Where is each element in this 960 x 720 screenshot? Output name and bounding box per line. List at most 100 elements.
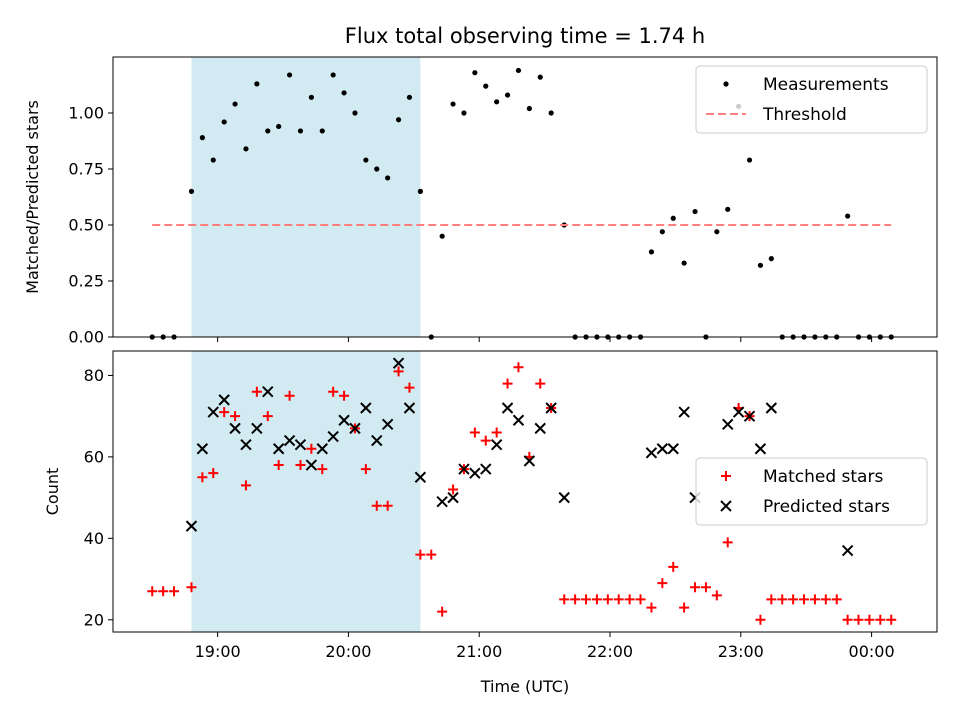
legend: Measurements Threshold	[695, 65, 928, 134]
measurement-point	[297, 128, 304, 134]
measurement-point	[319, 128, 325, 134]
matched-star-point	[559, 594, 570, 605]
predicted-star-point	[458, 463, 470, 475]
top-y-axis-label: Matched/Predicted stars	[23, 100, 42, 294]
measurement-point	[385, 175, 391, 181]
measurement-point	[757, 262, 764, 268]
x-tick-label: 22:00	[587, 642, 633, 661]
predicted-star-point	[558, 491, 570, 504]
legend-label: Predicted stars	[763, 497, 890, 517]
predicted-star-point	[207, 406, 219, 418]
matched-star-point	[371, 500, 382, 511]
predicted-star-point	[534, 422, 546, 435]
measurement-point	[845, 213, 851, 219]
x-tick-label: 23:00	[718, 642, 764, 661]
data-marks	[147, 67, 897, 625]
matched-star-point	[700, 582, 711, 593]
matched-star-point	[382, 500, 393, 511]
measurement-point	[494, 99, 500, 105]
matched-star-point	[820, 594, 831, 605]
measurement-point	[199, 135, 205, 141]
matched-star-point	[262, 411, 273, 422]
measurement-point	[648, 249, 655, 255]
observing-window-shade	[191, 57, 421, 337]
measurement-point	[659, 229, 665, 235]
predicted-star-point	[523, 455, 536, 467]
measurement-point	[670, 215, 676, 221]
legend: Matched stars Predicted stars	[695, 457, 928, 526]
measurement-point	[232, 101, 238, 107]
legends: Measurements Threshold Matched stars Predic…	[695, 65, 928, 526]
x-tick-label: 20:00	[325, 642, 371, 661]
legend-marker-matched	[721, 471, 731, 481]
predicted-star-point	[545, 402, 557, 414]
predicted-star-point	[283, 434, 296, 447]
measurement-point	[341, 90, 347, 96]
matched-star-point	[306, 443, 317, 454]
predicted-star-point	[349, 422, 361, 435]
y-tick-label: 60	[84, 447, 104, 466]
predicted-star-point	[196, 443, 209, 455]
matched-star-point	[393, 366, 404, 377]
predicted-star-point	[732, 406, 745, 418]
predicted-star-point	[251, 422, 263, 435]
predicted-star-point	[656, 443, 669, 455]
predicted-star-point	[469, 467, 481, 479]
chart-title: Flux total observing time = 1.74 h	[345, 24, 705, 48]
matched-star-point	[230, 411, 241, 422]
predicted-star-point	[414, 471, 427, 483]
matched-star-point	[339, 390, 350, 401]
matched-star-point	[437, 606, 448, 617]
x-axis-label: Time (UTC)	[480, 677, 569, 696]
measurement-point	[254, 81, 260, 87]
measurement-point	[526, 105, 532, 112]
measurement-point	[504, 92, 511, 98]
matched-star-point	[624, 594, 635, 605]
legend-box	[695, 65, 928, 134]
legend-label: Threshold	[762, 105, 847, 125]
measurement-point	[243, 146, 249, 152]
measurement-point	[330, 72, 336, 78]
matched-star-point	[284, 390, 295, 401]
measurement-point	[210, 157, 216, 163]
legend-label: Matched stars	[763, 467, 883, 487]
plot-frame	[112, 56, 938, 338]
measurement-point	[692, 208, 698, 215]
y-tick-label: 80	[84, 366, 104, 385]
matched-star-point	[502, 378, 513, 389]
predicted-star-point	[240, 438, 252, 451]
matched-star-point	[635, 594, 646, 605]
measurement-point	[221, 119, 227, 125]
y-tick-label: 0.50	[68, 216, 104, 235]
y-tick-label: 0.00	[68, 328, 104, 347]
matched-star-point	[886, 614, 897, 625]
measurement-point	[417, 188, 423, 194]
predicted-star-point	[480, 463, 492, 475]
predicted-star-point	[381, 418, 394, 431]
predicted-star-point	[185, 520, 198, 532]
matched-star-point	[613, 594, 624, 605]
predicted-star-point	[490, 438, 503, 451]
matched-star-point	[535, 378, 546, 389]
matched-star-point	[853, 614, 864, 625]
predicted-star-point	[765, 402, 778, 414]
measurement-point	[374, 166, 380, 172]
measurement-point	[483, 83, 489, 89]
predicted-star-point	[403, 402, 416, 414]
measurement-point	[406, 94, 413, 100]
matched-star-point	[169, 586, 180, 597]
matched-star-point	[426, 549, 437, 560]
matched-star-point	[360, 464, 371, 475]
legend-marker-predicted	[720, 500, 732, 512]
observing-window-shade	[191, 351, 421, 632]
matched-star-point	[809, 594, 820, 605]
predicted-star-point	[316, 443, 328, 455]
predicted-star-point	[338, 414, 350, 426]
x-tick-label: 19:00	[195, 642, 241, 661]
measurement-point	[265, 128, 271, 134]
legend-box	[695, 457, 928, 526]
measurement-point	[746, 157, 753, 163]
matched-star-point	[591, 594, 602, 605]
predicted-star-point	[392, 357, 405, 369]
